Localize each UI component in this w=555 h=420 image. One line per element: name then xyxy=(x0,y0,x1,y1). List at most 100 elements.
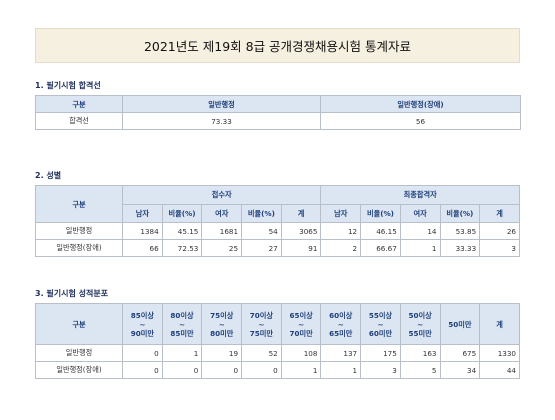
cell: 66.67 xyxy=(360,239,401,257)
header-line: 구분 xyxy=(72,319,86,329)
column-header: 남자 xyxy=(122,203,163,223)
column-header: 50이상 ~55미만 xyxy=(399,303,441,345)
cell: 1330 xyxy=(479,344,520,362)
cell: 1 xyxy=(399,239,441,257)
header-line: ~ xyxy=(417,319,424,329)
column-header: 구분 xyxy=(35,303,123,345)
cell: 45.15 xyxy=(161,222,203,240)
header-line: 50미만 xyxy=(448,319,472,329)
cell: 0 xyxy=(122,344,163,362)
cell: 73.33 xyxy=(122,112,321,130)
column-header: 55이상 ~60미만 xyxy=(360,303,401,345)
column-header: 비율(%) xyxy=(439,203,481,223)
group-header: 최종합격자 xyxy=(320,185,520,205)
row-label: 일반행정(장애) xyxy=(35,361,123,379)
column-header: 85이상 ~90미만 xyxy=(122,303,163,345)
header-line: 85이상 xyxy=(130,310,154,320)
cell: 675 xyxy=(439,344,481,362)
column-header: 75이상 ~80미만 xyxy=(201,303,243,345)
row-label: 합격선 xyxy=(35,112,123,130)
page-title: 2021년도 제19회 8급 공개경쟁채용시험 통계자료 xyxy=(35,28,520,63)
cell: 26 xyxy=(479,222,520,240)
table-row: 일반행정 1384 45.15 1681 54 3065 12 46.15 14 53.85 26 xyxy=(35,222,520,240)
column-header: 80이상 ~85미만 xyxy=(161,303,203,345)
cell: 163 xyxy=(399,344,441,362)
cell: 54 xyxy=(241,222,282,240)
cell: 0 xyxy=(161,361,203,379)
header-line: 75이상 xyxy=(210,310,234,320)
section-heading: 1. 필기시험 합격선 xyxy=(35,81,101,90)
header-line: 80미만 xyxy=(210,328,234,338)
column-header: 70이상 ~75미만 xyxy=(241,303,282,345)
cell: 3 xyxy=(479,239,520,257)
header-line: 65미만 xyxy=(329,328,353,338)
column-header: 구분 xyxy=(35,95,123,113)
cell: 14 xyxy=(399,222,441,240)
header-line: 80이상 xyxy=(170,310,194,320)
header-line: 계 xyxy=(496,319,503,329)
header-line: ~ xyxy=(337,319,344,329)
column-header: 일반행정(장애) xyxy=(320,95,521,113)
cell: 175 xyxy=(360,344,401,362)
cell: 19 xyxy=(201,344,243,362)
cell: 3 xyxy=(360,361,401,379)
cell: 52 xyxy=(241,344,282,362)
gender-table: 구분 접수자 최종합격자 남자 비율(%) 여자 비율(%) 계 남자 비율(%) 여자 비율(%) 계… xyxy=(35,185,520,257)
passing-line-table: 구분 일반행정 일반행정(장애) 합격선 73.33 56 xyxy=(35,95,521,130)
header-line: 85미만 xyxy=(170,328,194,338)
header-line: 50이상 xyxy=(408,310,432,320)
column-header: 여자 xyxy=(399,203,441,223)
cell: 72.53 xyxy=(161,239,203,257)
section-heading: 2. 성별 xyxy=(35,171,62,180)
column-header: 구분 xyxy=(35,185,123,223)
header-line: ~ xyxy=(377,319,384,329)
cell: 27 xyxy=(241,239,282,257)
cell: 137 xyxy=(320,344,362,362)
header-line: ~ xyxy=(218,319,225,329)
cell: 0 xyxy=(241,361,282,379)
row-label: 일반행정(장애) xyxy=(35,239,123,257)
header-row: 구분 85이상 ~90미만 80이상 ~85미만 75이상 ~80미만 70이상 ~75미만 65… xyxy=(35,303,520,345)
header-row: 구분 접수자 최종합격자 xyxy=(35,185,520,223)
header-line: 70미만 xyxy=(289,328,313,338)
score-table: 구분 85이상 ~90미만 80이상 ~85미만 75이상 ~80미만 70이상 ~75미만 65… xyxy=(35,303,520,379)
header-line: ~ xyxy=(139,319,146,329)
cell: 53.85 xyxy=(439,222,481,240)
column-header: 65이상 ~70미만 xyxy=(280,303,322,345)
cell: 34 xyxy=(439,361,481,379)
header-line: 70이상 xyxy=(249,310,274,320)
column-header: 비율(%) xyxy=(241,203,282,223)
cell: 0 xyxy=(122,361,163,379)
column-header: 일반행정 xyxy=(122,95,321,113)
column-header: 계 xyxy=(280,203,322,223)
column-header: 비율(%) xyxy=(161,203,203,223)
column-header: 남자 xyxy=(320,203,362,223)
group-header: 접수자 xyxy=(121,185,322,205)
cell: 3065 xyxy=(280,222,322,240)
table-row: 일반행정(장애) 0 0 0 0 1 1 3 5 34 44 xyxy=(35,361,520,379)
table-row: 합격선 73.33 56 xyxy=(35,112,521,130)
cell: 1 xyxy=(280,361,322,379)
cell: 5 xyxy=(399,361,441,379)
header-line: ~ xyxy=(258,319,265,329)
header-row: 구분 일반행정 일반행정(장애) xyxy=(35,95,521,113)
cell: 1 xyxy=(161,344,203,362)
cell: 0 xyxy=(201,361,243,379)
cell: 33.33 xyxy=(439,239,481,257)
header-line: 90미만 xyxy=(130,328,154,338)
header-line: 75미만 xyxy=(249,328,274,338)
cell: 56 xyxy=(320,112,521,130)
cell: 1384 xyxy=(122,222,163,240)
cell: 1681 xyxy=(201,222,243,240)
column-header: 60이상 ~65미만 xyxy=(320,303,362,345)
cell: 12 xyxy=(320,222,362,240)
cell: 2 xyxy=(320,239,362,257)
header-line: 60미만 xyxy=(368,328,393,338)
cell: 66 xyxy=(122,239,163,257)
section-heading: 3. 필기시험 성적분포 xyxy=(35,289,109,298)
cell: 25 xyxy=(201,239,243,257)
column-header: 여자 xyxy=(201,203,243,223)
header-line: 55미만 xyxy=(408,328,432,338)
header-line: 55이상 xyxy=(368,310,393,320)
